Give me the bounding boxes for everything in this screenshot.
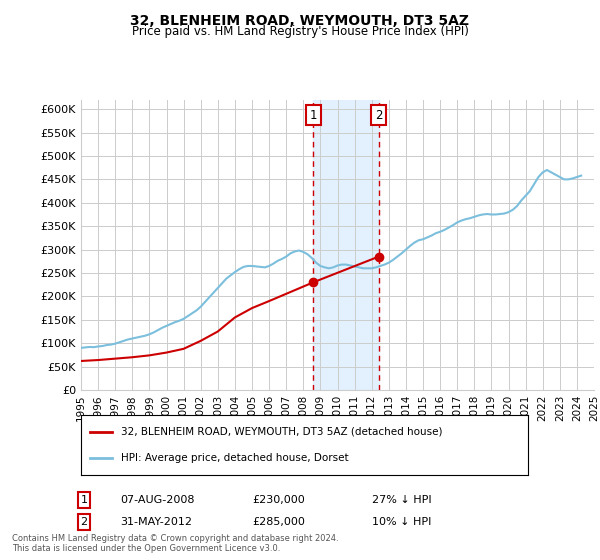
Text: 32, BLENHEIM ROAD, WEYMOUTH, DT3 5AZ (detached house): 32, BLENHEIM ROAD, WEYMOUTH, DT3 5AZ (de… <box>121 427 443 437</box>
Text: £230,000: £230,000 <box>252 495 305 505</box>
Text: Contains HM Land Registry data © Crown copyright and database right 2024.: Contains HM Land Registry data © Crown c… <box>12 534 338 543</box>
Text: 07-AUG-2008: 07-AUG-2008 <box>120 495 194 505</box>
Text: 1: 1 <box>310 109 317 122</box>
Text: 2: 2 <box>375 109 382 122</box>
Text: Price paid vs. HM Land Registry's House Price Index (HPI): Price paid vs. HM Land Registry's House … <box>131 25 469 38</box>
Text: 2: 2 <box>80 517 88 527</box>
Text: This data is licensed under the Open Government Licence v3.0.: This data is licensed under the Open Gov… <box>12 544 280 553</box>
Text: 10% ↓ HPI: 10% ↓ HPI <box>372 517 431 527</box>
Text: £285,000: £285,000 <box>252 517 305 527</box>
Text: 27% ↓ HPI: 27% ↓ HPI <box>372 495 431 505</box>
Text: 1: 1 <box>80 495 88 505</box>
Text: 32, BLENHEIM ROAD, WEYMOUTH, DT3 5AZ: 32, BLENHEIM ROAD, WEYMOUTH, DT3 5AZ <box>131 14 470 28</box>
Text: HPI: Average price, detached house, Dorset: HPI: Average price, detached house, Dors… <box>121 453 349 463</box>
Text: 31-MAY-2012: 31-MAY-2012 <box>120 517 192 527</box>
Bar <box>313 100 379 390</box>
